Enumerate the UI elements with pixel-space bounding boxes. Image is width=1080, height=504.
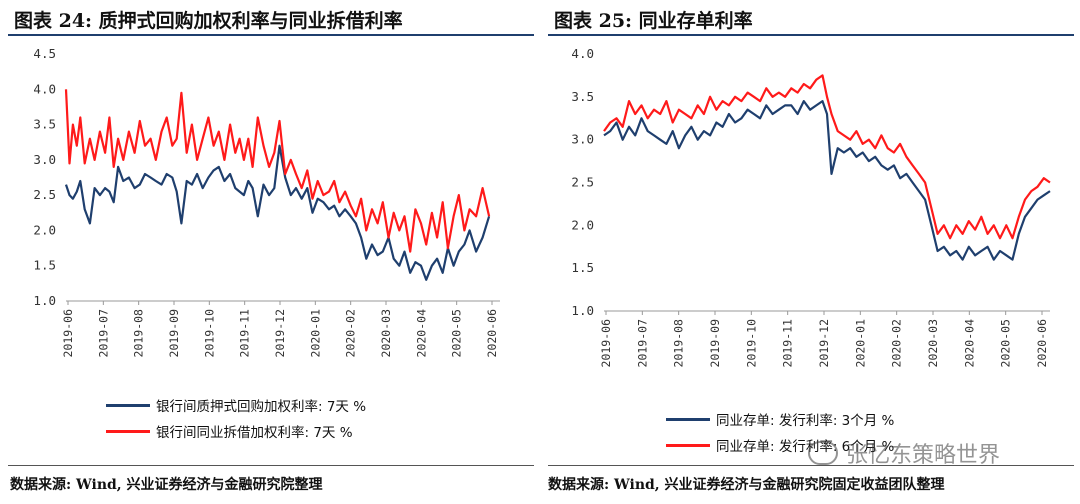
y-tick-label: 4.0 [33,81,56,96]
legend: 同业存单: 发行利率: 3个月 % 同业存单: 发行利率: 6个月 % [666,406,894,458]
y-tick-label: 2.0 [571,217,594,232]
chart-title: 图表 25: 同业存单利率 [554,10,753,32]
legend: 银行间质押式回购加权利率: 7天 % 银行间同业拆借加权利率: 7天 % [106,392,366,444]
chart-panel-right: 图表 25: 同业存单利率 1.0 1.5 2.0 2.5 3.0 3.5 4.0 2019-… [540,0,1080,504]
y-tick-label: 1.5 [571,260,594,275]
x-tick-label: 2019-10 [744,319,758,368]
y-tick-label: 3.0 [571,132,594,147]
watermark-text: 张忆东策略世界 [846,443,1001,468]
legend-item: 银行间同业拆借加权利率: 7天 % [106,418,366,444]
series-line-blue [64,144,491,281]
legend-item: 同业存单: 发行利率: 3个月 % [666,406,894,432]
series-line-blue [603,99,1051,261]
series-line-red [603,74,1051,240]
source-note: 数据来源: Wind, 兴业证券经济与金融研究院固定收益团队整理 [548,477,945,493]
y-tick-label: 4.5 [33,46,56,61]
x-tick-label: 2019-07 [635,319,649,368]
y-tick-label: 3.5 [571,89,594,104]
y-tick-label: 2.5 [33,187,56,202]
legend-label: 银行间同业拆借加权利率: 7天 % [156,425,353,441]
legend-label: 同业存单: 发行利率: 6个月 % [716,439,895,455]
chart-panel-left: 图表 24: 质押式回购加权利率与同业拆借利率 1.0 1.5 2.0 2.5 3.0 3… [8,10,534,493]
source-note: 数据来源: Wind, 兴业证券经济与金融研究院整理 [10,477,323,493]
chart-title: 图表 24: 质押式回购加权利率与同业拆借利率 [14,10,403,32]
legend-label: 同业存单: 发行利率: 3个月 % [716,413,895,429]
x-tick-label: 2020-05 [450,309,464,357]
line-chart-left: 1.0 1.5 2.0 2.5 3.0 3.5 4.0 4.5 2019-06 2019-07 20… [33,46,500,358]
x-tick-label: 2020-01 [853,319,867,368]
x-tick-label: 2019-09 [708,319,722,368]
x-tick-label: 2019-11 [238,309,252,358]
source-divider [8,465,534,466]
x-tick-label: 2020-06 [1035,319,1049,368]
legend-swatch-red [666,443,710,447]
x-tick-label: 2019-10 [202,309,216,358]
y-tick-label: 1.0 [571,303,594,318]
y-tick-label: 3.0 [33,152,56,167]
line-chart-right: 1.0 1.5 2.0 2.5 3.0 3.5 4.0 2019-06 2019-07 2019-… [571,46,1051,368]
x-tick-label: 2020-03 [379,309,393,358]
y-tick-label: 2.0 [33,222,56,237]
y-tick-label: 2.5 [571,175,594,190]
legend-item: 银行间质押式回购加权利率: 7天 % [106,392,366,418]
x-tick-label: 2020-01 [308,309,322,358]
x-tick-label: 2020-04 [414,309,428,358]
x-tick-label: 2019-08 [132,309,146,358]
x-tick-label: 2019-12 [273,309,287,357]
x-tick-label: 2019-06 [61,309,75,358]
x-tick-label: 2020-02 [344,309,358,357]
source-divider [548,465,1074,466]
x-tick-label: 2019-08 [672,319,686,368]
y-tick-label: 1.0 [33,293,56,308]
title-divider [548,34,1074,36]
x-tick-label: 2020-03 [926,319,940,368]
series-line-red [64,89,491,253]
watermark: 张忆东策略世界 [808,437,1000,469]
x-tick-label: 2020-04 [962,319,976,368]
x-tick-label: 2019-12 [817,319,831,367]
x-tick-label: 2019-07 [96,309,110,358]
legend-swatch-blue [666,417,710,421]
legend-swatch-red [106,429,150,433]
x-tick-label: 2019-06 [599,319,613,368]
wechat-icon [808,441,838,465]
title-divider [8,34,534,36]
y-tick-label: 1.5 [33,258,56,273]
legend-item: 同业存单: 发行利率: 6个月 % [666,432,894,458]
x-tick-label: 2019-11 [781,319,795,368]
x-tick-label: 2019-09 [167,309,181,358]
legend-swatch-blue [106,403,150,407]
x-tick-label: 2020-06 [485,309,499,358]
y-tick-label: 3.5 [33,117,56,132]
x-tick-label: 2020-05 [999,319,1013,367]
y-tick-label: 4.0 [571,46,594,61]
legend-label: 银行间质押式回购加权利率: 7天 % [156,399,367,415]
x-tick-label: 2020-02 [890,319,904,367]
